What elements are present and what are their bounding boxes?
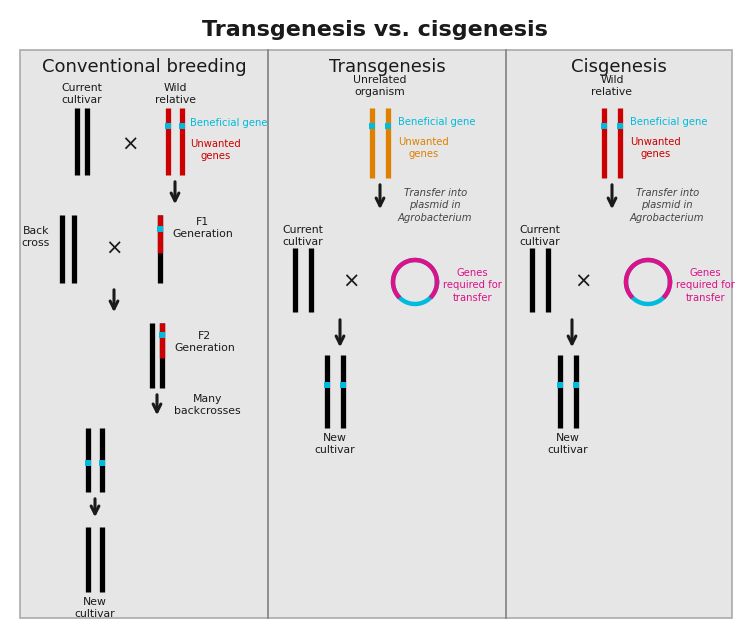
Text: New
cultivar: New cultivar — [548, 433, 588, 455]
Text: Transgenesis vs. cisgenesis: Transgenesis vs. cisgenesis — [202, 20, 548, 40]
Text: Wild
relative: Wild relative — [154, 83, 196, 106]
Text: Many
backcrosses: Many backcrosses — [174, 394, 241, 417]
Text: Cisgenesis: Cisgenesis — [571, 58, 667, 76]
Text: F2
Generation: F2 Generation — [174, 331, 235, 353]
Text: Current
cultivar: Current cultivar — [520, 225, 560, 248]
Text: Genes
required for
transfer: Genes required for transfer — [676, 268, 735, 303]
Text: ×: × — [574, 272, 592, 292]
Text: Current
cultivar: Current cultivar — [62, 83, 103, 106]
Text: Beneficial gene: Beneficial gene — [190, 118, 268, 128]
Text: Beneficial gene: Beneficial gene — [398, 117, 476, 127]
Text: Wild
relative: Wild relative — [592, 75, 632, 97]
Text: Unwanted
genes: Unwanted genes — [190, 139, 241, 161]
Text: Genes
required for
transfer: Genes required for transfer — [443, 268, 502, 303]
Bar — [20, 50, 732, 618]
Text: Unrelated
organism: Unrelated organism — [353, 75, 407, 97]
Text: Current
cultivar: Current cultivar — [283, 225, 323, 248]
Text: ×: × — [105, 239, 123, 259]
Text: F1
Generation: F1 Generation — [172, 217, 232, 239]
Text: ×: × — [122, 135, 139, 155]
Text: Transfer into
plasmid in
Agrobacterium: Transfer into plasmid in Agrobacterium — [398, 188, 472, 223]
Text: New
cultivar: New cultivar — [75, 597, 116, 620]
Text: Beneficial gene: Beneficial gene — [630, 117, 707, 127]
Text: Transgenesis: Transgenesis — [328, 58, 446, 76]
Text: Unwanted
genes: Unwanted genes — [630, 137, 681, 160]
Text: Unwanted
genes: Unwanted genes — [398, 137, 448, 160]
Text: ×: × — [342, 272, 360, 292]
Text: Back
cross: Back cross — [22, 226, 50, 248]
Text: New
cultivar: New cultivar — [315, 433, 356, 455]
Text: Transfer into
plasmid in
Agrobacterium: Transfer into plasmid in Agrobacterium — [630, 188, 704, 223]
Text: Conventional breeding: Conventional breeding — [42, 58, 246, 76]
